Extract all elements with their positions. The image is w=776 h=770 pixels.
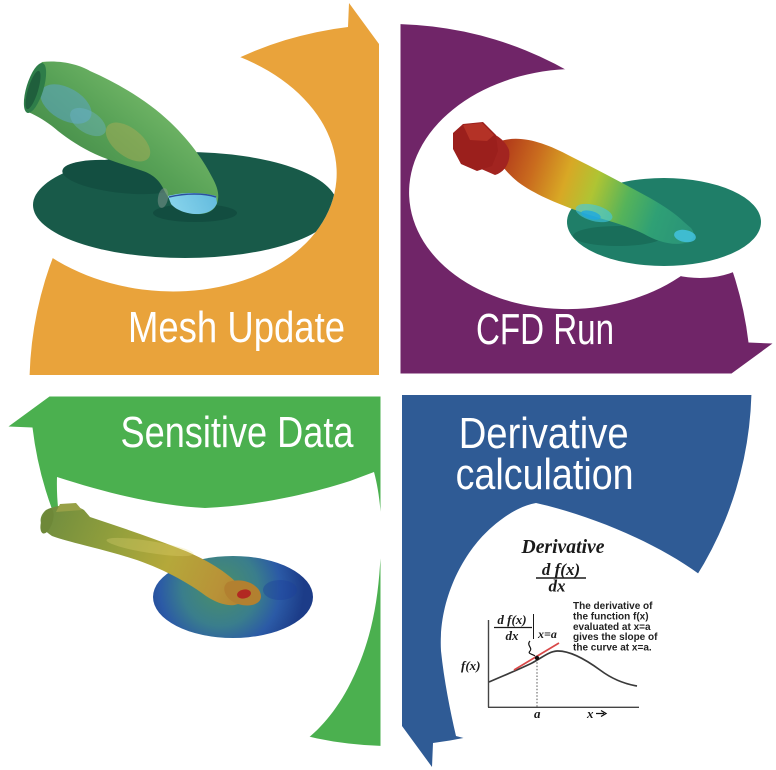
svg-text:d f(x): d f(x) [497, 612, 526, 627]
svg-text:Derivative: Derivative [459, 409, 629, 458]
svg-text:gives the slope of: gives the slope of [573, 632, 658, 643]
svg-text:calculation: calculation [456, 450, 634, 499]
svg-text:x=a: x=a [537, 627, 557, 641]
svg-text:Sensitive Data: Sensitive Data [121, 408, 354, 457]
svg-text:the curve at x=a.: the curve at x=a. [573, 643, 652, 654]
svg-text:The derivative of: The derivative of [573, 601, 653, 612]
svg-text:x: x [586, 706, 594, 721]
svg-text:evaluated at x=a: evaluated at x=a [573, 622, 651, 633]
svg-text:d f(x): d f(x) [542, 560, 580, 579]
svg-text:dx: dx [506, 628, 520, 643]
svg-text:Derivative: Derivative [521, 536, 605, 558]
svg-text:dx: dx [549, 577, 567, 596]
svg-text:f(x): f(x) [461, 658, 481, 673]
svg-text:Mesh Update: Mesh Update [128, 303, 345, 352]
svg-text:a: a [534, 706, 541, 721]
svg-text:the function f(x): the function f(x) [573, 611, 649, 622]
svg-text:CFD Run: CFD Run [476, 305, 614, 354]
